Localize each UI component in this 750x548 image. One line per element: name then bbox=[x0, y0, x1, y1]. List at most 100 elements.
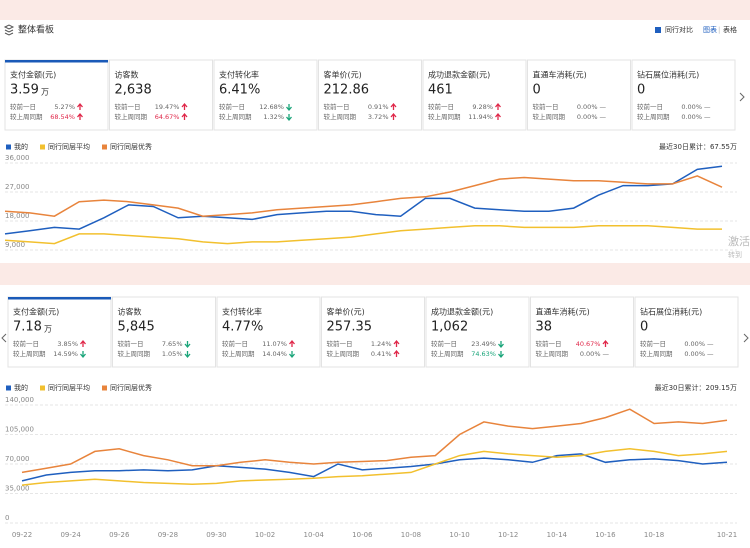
series-line bbox=[21, 408, 728, 474]
legend-swatch bbox=[102, 385, 107, 391]
next-arrow[interactable] bbox=[743, 333, 749, 343]
series-line bbox=[4, 165, 723, 235]
separator: | bbox=[718, 26, 720, 34]
trend-down bbox=[289, 351, 295, 359]
metric-card bbox=[4, 59, 109, 131]
compare-label: 较上周同期 bbox=[10, 112, 43, 121]
compare-value: 0.00% bbox=[681, 103, 702, 111]
card-title: 成功退款金额(元) bbox=[431, 307, 493, 317]
metric-card bbox=[216, 296, 321, 368]
card-value: 461 bbox=[428, 83, 453, 98]
view-table[interactable]: 表格 bbox=[723, 25, 737, 34]
compare-value: 68.54% bbox=[50, 113, 75, 121]
card-title: 客单价(元) bbox=[327, 307, 365, 317]
card-title: 支付转化率 bbox=[219, 70, 259, 80]
compare-label: 较前一日 bbox=[118, 339, 144, 348]
trend-up bbox=[181, 112, 188, 120]
x-tick-label: 09-28 bbox=[158, 531, 178, 539]
x-tick-label: 09-24 bbox=[60, 531, 81, 539]
metric-card bbox=[112, 296, 216, 368]
y-tick-label: 70,000 bbox=[5, 455, 30, 463]
legend-label: 同行同层平均 bbox=[48, 383, 90, 392]
y-tick-label: 27,000 bbox=[5, 183, 30, 191]
card-title: 支付金额(元) bbox=[13, 307, 59, 317]
watermark: 激活 bbox=[728, 234, 750, 248]
trend-down bbox=[286, 114, 292, 122]
card-title: 成功退款金额(元) bbox=[428, 70, 490, 80]
compare-value: 1.05% bbox=[162, 350, 183, 358]
trend-up bbox=[289, 339, 295, 347]
no-trend: — bbox=[603, 350, 610, 358]
compare-value: 3.72% bbox=[368, 113, 389, 121]
x-tick-label: 10-18 bbox=[644, 531, 664, 539]
trend-down bbox=[286, 104, 292, 112]
compare-label: 较上周同期 bbox=[327, 349, 360, 358]
legend-label: 同行同层优秀 bbox=[110, 383, 152, 392]
icon bbox=[3, 24, 15, 36]
trend-up bbox=[77, 112, 83, 120]
card-title: 钻石展位消耗(元) bbox=[637, 70, 699, 80]
legend-swatch bbox=[6, 385, 11, 391]
y-tick-label: 36,000 bbox=[5, 154, 30, 162]
legend-label: 我的 bbox=[14, 383, 28, 392]
no-trend: — bbox=[600, 103, 607, 111]
card-unit: 万 bbox=[44, 325, 52, 334]
card-value: 5,845 bbox=[118, 320, 155, 335]
series-line bbox=[4, 175, 723, 217]
compare-value: 19.47% bbox=[155, 103, 180, 111]
legend-swatch bbox=[6, 144, 11, 150]
card-value: 38 bbox=[536, 320, 553, 335]
no-trend: — bbox=[707, 350, 714, 358]
card-title: 直通车消耗(元) bbox=[536, 307, 590, 317]
compare-label[interactable]: 同行对比 bbox=[665, 25, 693, 34]
compare-value: 0.91% bbox=[368, 103, 389, 111]
watermark: 转到 bbox=[728, 250, 742, 259]
prev-arrow[interactable] bbox=[1, 333, 7, 343]
compare-label: 较上周同期 bbox=[324, 112, 357, 121]
compare-value: 64.67% bbox=[155, 113, 180, 121]
card-title: 钻石展位消耗(元) bbox=[640, 307, 702, 317]
compare-label: 较前一日 bbox=[10, 102, 36, 111]
trend-up bbox=[495, 102, 501, 110]
compare-value: 0.00% bbox=[684, 340, 705, 348]
compare-value: 11.94% bbox=[468, 113, 493, 121]
trend-down bbox=[498, 341, 504, 349]
compare-value: 3.85% bbox=[57, 340, 78, 348]
metric-card bbox=[109, 59, 213, 131]
card-value: 212.86 bbox=[324, 83, 370, 98]
trend-up bbox=[393, 339, 400, 347]
metric-card bbox=[321, 296, 425, 368]
compare-label: 较前一日 bbox=[428, 102, 454, 111]
compare-label: 较上周同期 bbox=[640, 349, 673, 358]
next-arrow[interactable] bbox=[739, 92, 745, 102]
x-tick-label: 10-02 bbox=[255, 531, 275, 539]
legend-swatch bbox=[40, 385, 45, 391]
legend-label: 同行同层平均 bbox=[48, 142, 90, 151]
view-chart[interactable]: 图表 bbox=[703, 25, 717, 34]
compare-label: 较上周同期 bbox=[533, 112, 566, 121]
card-title: 支付转化率 bbox=[222, 307, 262, 317]
compare-value: 0.00% bbox=[577, 103, 598, 111]
compare-label: 较前一日 bbox=[431, 339, 457, 348]
compare-label: 较前一日 bbox=[324, 102, 350, 111]
period-total: 最近30日累计：67.55万 bbox=[659, 142, 737, 151]
compare-label: 较前一日 bbox=[533, 102, 559, 111]
checkbox[interactable] bbox=[655, 27, 661, 33]
legend-label: 同行同层优秀 bbox=[110, 142, 152, 151]
no-trend: — bbox=[600, 113, 607, 121]
card-value: 4.77% bbox=[222, 320, 263, 335]
compare-label: 较上周同期 bbox=[118, 349, 151, 358]
compare-label: 较上周同期 bbox=[115, 112, 148, 121]
compare-label: 较前一日 bbox=[637, 102, 663, 111]
metric-card bbox=[530, 296, 634, 368]
no-trend: — bbox=[707, 340, 714, 348]
compare-value: 40.67% bbox=[576, 340, 601, 348]
metric-card bbox=[631, 59, 736, 131]
card-title: 访客数 bbox=[118, 307, 142, 317]
card-value: 0 bbox=[533, 83, 541, 98]
card-value: 0 bbox=[637, 83, 645, 98]
card-title: 直通车消耗(元) bbox=[533, 70, 587, 80]
compare-value: 1.32% bbox=[263, 113, 284, 121]
card-value: 1,062 bbox=[431, 320, 468, 335]
